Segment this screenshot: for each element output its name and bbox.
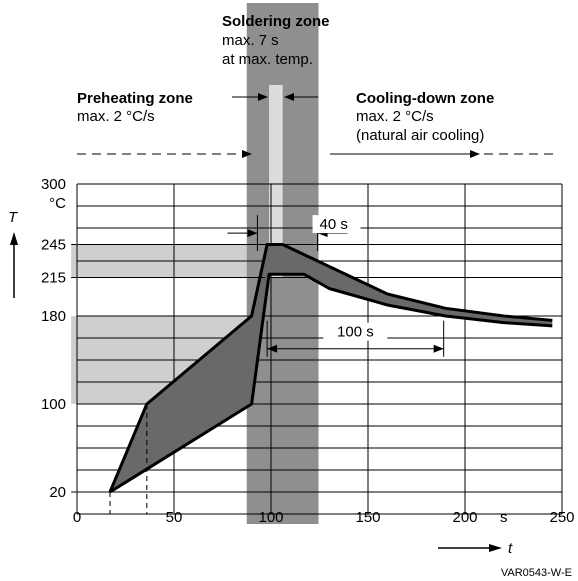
x-tick-label: 50 <box>166 509 183 526</box>
upper-profile-line <box>108 243 553 493</box>
soldering-zone-arrowhead <box>258 93 268 101</box>
x-tick-label: 100 <box>258 509 283 526</box>
zone-title-cooling: Cooling-down zone <box>356 90 494 107</box>
zone-title-preheating: Preheating zone <box>77 90 193 107</box>
grid <box>76 183 563 515</box>
peak-window-band <box>269 85 283 278</box>
figure-code: VAR0543-W-E <box>501 567 572 579</box>
x-tick-label: 250 <box>549 509 574 526</box>
zone-text-cooling: (natural air cooling) <box>356 127 484 144</box>
y-tick-label: 180 <box>41 308 66 325</box>
y-tick-label: 215 <box>41 270 66 287</box>
y-axis-arrowhead <box>10 232 18 245</box>
zone-text-soldering: at max. temp. <box>222 51 313 68</box>
zone-text-preheating: max. 2 °C/s <box>77 108 155 125</box>
y-tick-label: 100 <box>41 396 66 413</box>
duration-arrow-head <box>433 344 444 353</box>
lower-profile-line <box>109 272 553 494</box>
x-tick-label: 0 <box>73 509 81 526</box>
zone-text-cooling: max. 2 °C/s <box>356 108 434 125</box>
duration-label: 100 s <box>337 324 374 341</box>
x-axis-label: t <box>508 540 513 557</box>
duration-arrow-head <box>267 344 278 353</box>
duration-label-bg <box>323 322 388 341</box>
duration-label-bg <box>312 215 361 234</box>
soldering-zone-arrowhead <box>284 93 294 101</box>
x-axis-unit: s <box>500 509 508 526</box>
y-tick-label: 245 <box>41 237 66 254</box>
x-axis-arrowhead <box>489 544 502 552</box>
zone-title-soldering: Soldering zone <box>222 13 330 30</box>
cooling-zone-arrowhead <box>470 150 480 158</box>
profile-band <box>109 244 553 492</box>
duration-label: 40 s <box>320 216 348 233</box>
preheating-zone-arrowhead <box>242 150 252 158</box>
y-tick-label: 20 <box>49 484 66 501</box>
y-axis-label: T <box>8 209 19 226</box>
x-tick-label: 200 <box>452 509 477 526</box>
zone-text-soldering: max. 7 s <box>222 32 279 49</box>
y-axis-unit: °C <box>49 195 66 212</box>
x-tick-label: 150 <box>355 509 380 526</box>
y-tick-label: 300 <box>41 176 66 193</box>
duration-arrow-head <box>247 229 258 238</box>
